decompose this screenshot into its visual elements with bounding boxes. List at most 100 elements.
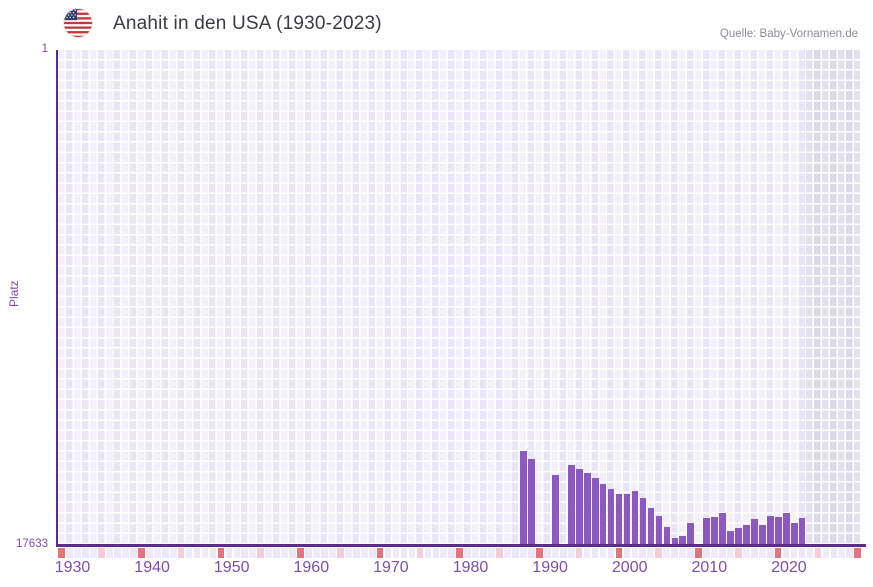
x-tick-label-2000: 2000 — [611, 559, 648, 576]
timeline-square-1996 — [583, 547, 591, 558]
timeline-square-1932 — [74, 547, 81, 558]
timeline-square-2029 — [846, 547, 854, 558]
timeline-square-1938 — [122, 547, 129, 558]
y-axis-line — [56, 50, 58, 546]
timeline-square-1971 — [384, 547, 392, 558]
plot-area — [58, 50, 860, 544]
bar-2009[interactable] — [687, 523, 695, 544]
timeline-square-2010 — [695, 547, 702, 558]
timeline-square-1985 — [496, 547, 503, 558]
timeline-square-1935 — [98, 547, 105, 558]
bar-2006[interactable] — [663, 526, 671, 544]
bar-1999[interactable] — [607, 488, 615, 544]
bar-2003[interactable] — [639, 497, 647, 544]
timeline-square-1937 — [114, 547, 121, 558]
future-years-shaded-zone — [806, 50, 860, 544]
x-axis-labels: 1930 1940 1950 1960 1970 1980 1990 2000 2010 2020 — [0, 559, 873, 579]
timeline-square-2026 — [822, 547, 830, 558]
timeline-square-1957 — [273, 547, 280, 558]
bar-2012[interactable] — [711, 516, 718, 544]
bar-1996[interactable] — [583, 473, 591, 544]
bar-2015[interactable] — [735, 527, 742, 544]
timeline-square-1984 — [488, 547, 495, 558]
timeline-square-1988 — [520, 547, 527, 558]
bar-1994[interactable] — [568, 465, 575, 544]
timeline-square-1952 — [233, 547, 241, 558]
bar-2000[interactable] — [615, 493, 623, 544]
timeline-square-1999 — [607, 547, 615, 558]
y-axis-title: Platz — [7, 280, 21, 307]
bar-2017[interactable] — [751, 518, 758, 544]
timeline-square-1940 — [138, 547, 145, 558]
timeline-square-1946 — [185, 547, 193, 558]
bar-2018[interactable] — [759, 525, 766, 544]
timeline-square-1964 — [329, 547, 336, 558]
timeline-square-2027 — [830, 547, 838, 558]
timeline-square-1998 — [599, 547, 607, 558]
bar-2004[interactable] — [647, 507, 655, 544]
timeline-square-1977 — [432, 547, 440, 558]
timeline-square-1974 — [408, 547, 416, 558]
timeline-square-1967 — [352, 547, 360, 558]
timeline-square-2013 — [719, 547, 726, 558]
x-tick-label-1940: 1940 — [134, 559, 170, 576]
bar-2023[interactable] — [798, 517, 806, 544]
bar-2019[interactable] — [767, 515, 774, 544]
bar-2022[interactable] — [790, 523, 798, 544]
bar-2002[interactable] — [631, 491, 639, 544]
page-title: Anahit in den USA (1930-2023) — [113, 13, 382, 34]
timeline-square-1978 — [440, 547, 448, 558]
timeline-square-1966 — [344, 547, 352, 558]
bar-2016[interactable] — [743, 525, 750, 544]
timeline-square-2025 — [814, 547, 822, 558]
timeline-square-1954 — [249, 547, 257, 558]
source-credit: Quelle: Baby-Vornamen.de — [719, 28, 858, 40]
bar-2014[interactable] — [727, 531, 734, 544]
bar-2008[interactable] — [679, 535, 687, 544]
timeline-square-1980 — [456, 547, 464, 558]
timeline-square-1956 — [265, 547, 273, 558]
timeline-square-2006 — [663, 547, 671, 558]
bar-2007[interactable] — [671, 537, 679, 544]
timeline-square-1933 — [82, 547, 89, 558]
bar-2021[interactable] — [782, 512, 790, 544]
bar-2013[interactable] — [719, 512, 726, 544]
bar-1988[interactable] — [520, 451, 527, 544]
timeline-square-2011 — [703, 547, 710, 558]
timeline-square-1972 — [392, 547, 400, 558]
timeline-square-1992 — [551, 547, 559, 558]
x-tick-label-1930: 1930 — [54, 559, 91, 576]
timeline-square-2030 — [854, 547, 862, 558]
timeline-square-1986 — [504, 547, 511, 558]
timeline-square-1959 — [289, 547, 296, 558]
x-tick-label-1950: 1950 — [213, 559, 250, 576]
timeline-square-1990 — [536, 547, 543, 558]
bar-2011[interactable] — [703, 517, 710, 544]
bar-2005[interactable] — [655, 515, 663, 544]
timeline-square-1944 — [169, 547, 177, 558]
timeline-square-1947 — [193, 547, 201, 558]
timeline-square-1975 — [416, 547, 424, 558]
timeline-square-1987 — [512, 547, 519, 558]
timeline-square-1939 — [130, 547, 137, 558]
timeline-square-2019 — [766, 547, 774, 558]
timeline-square-1979 — [448, 547, 456, 558]
timeline-square-1931 — [66, 547, 74, 558]
timeline-square-1955 — [257, 547, 265, 558]
bar-1992[interactable] — [552, 475, 559, 544]
timeline-square-2001 — [623, 547, 631, 558]
timeline-square-1961 — [305, 547, 312, 558]
bar-2001[interactable] — [623, 493, 631, 544]
bar-1989[interactable] — [528, 458, 535, 544]
bar-1995[interactable] — [576, 468, 583, 544]
timeline-square-2028 — [838, 547, 846, 558]
bar-2020[interactable] — [775, 516, 782, 544]
timeline-square-2015 — [735, 547, 742, 558]
bar-1997[interactable] — [591, 477, 599, 544]
bar-1998[interactable] — [599, 484, 607, 544]
timeline-square-2014 — [727, 547, 734, 558]
timeline-square-1945 — [177, 547, 185, 558]
chart-header: Anahit in den USA (1930-2023) Quelle: Ba… — [0, 0, 873, 46]
timeline-square-1982 — [472, 547, 479, 558]
timeline-square-1993 — [559, 547, 567, 558]
